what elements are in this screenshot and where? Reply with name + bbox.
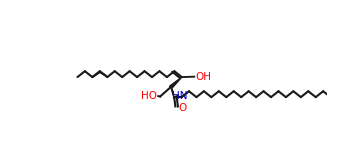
Text: OH: OH (195, 72, 211, 82)
Text: HO: HO (141, 91, 157, 101)
Polygon shape (170, 77, 182, 87)
Text: O: O (179, 103, 187, 113)
Text: HN: HN (172, 92, 187, 101)
